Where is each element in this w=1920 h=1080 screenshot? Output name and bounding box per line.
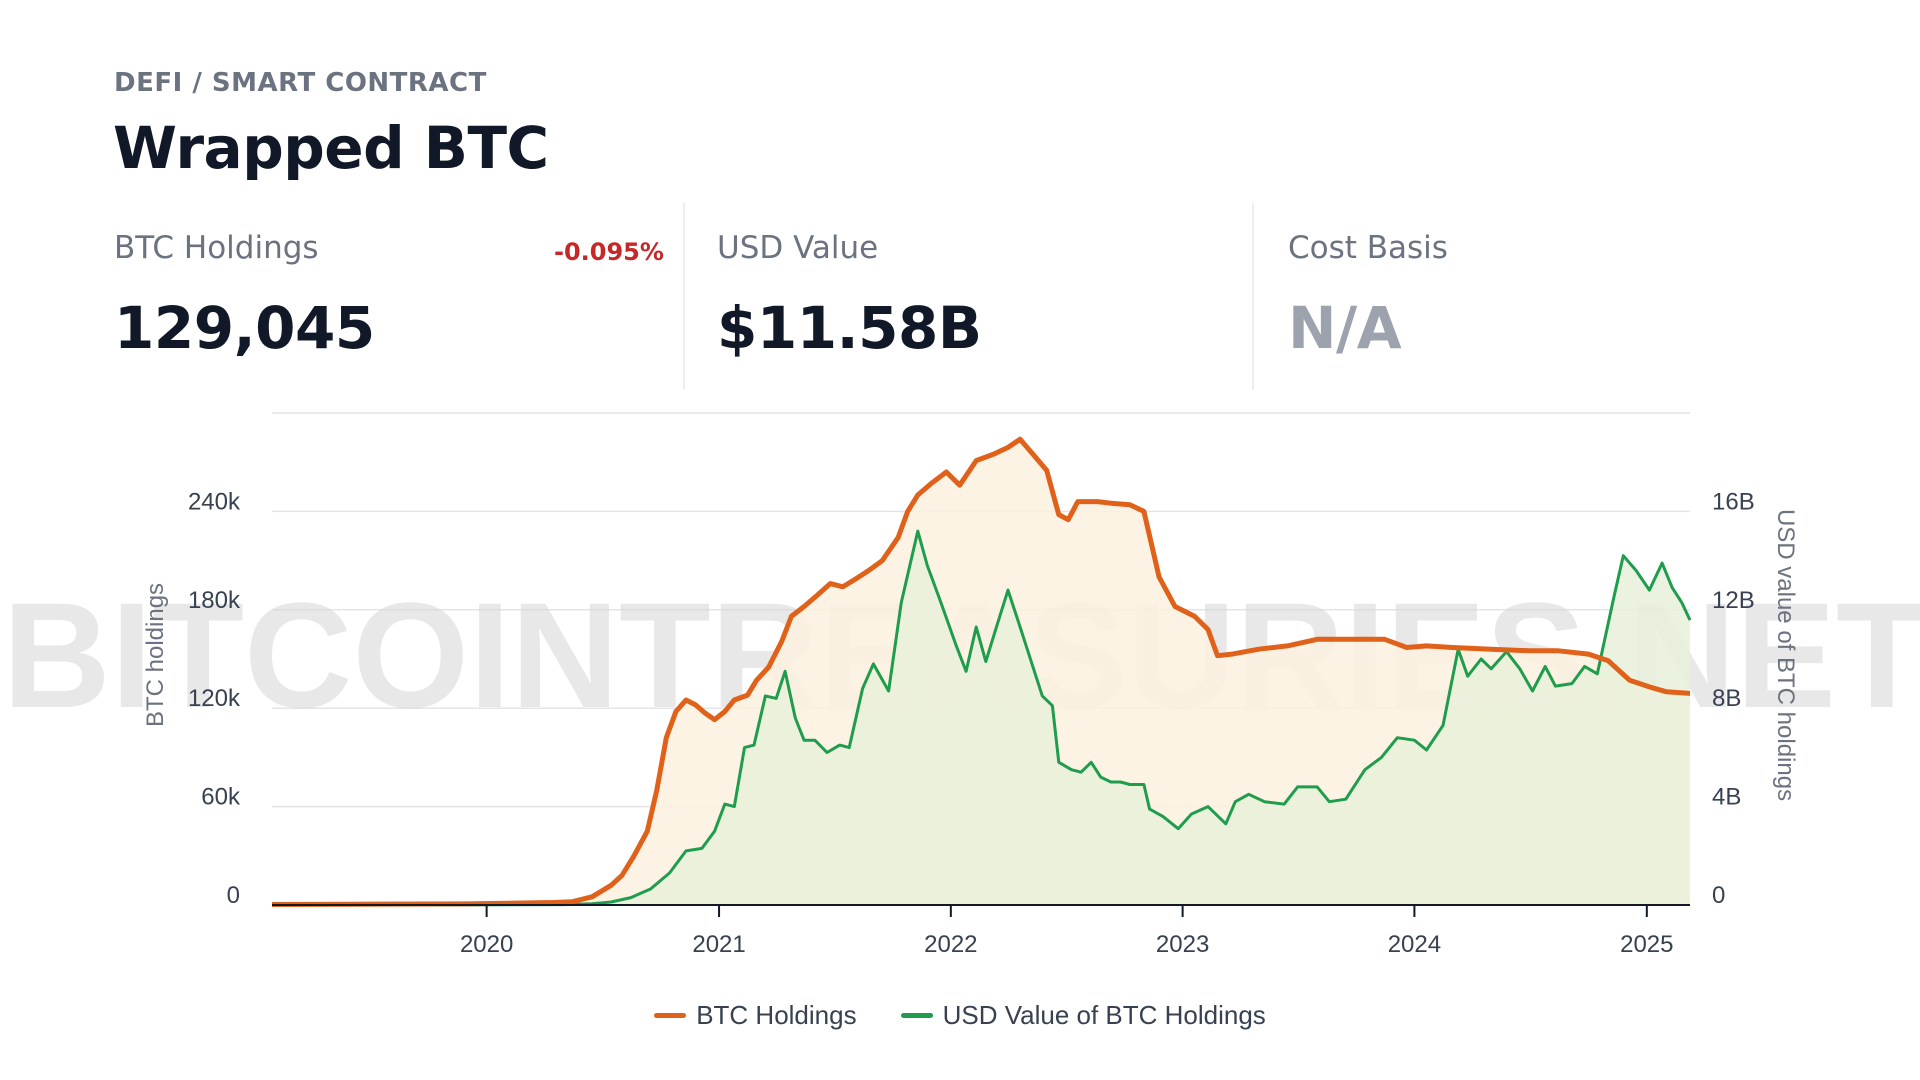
chart-legend: BTC Holdings USD Value of BTC Holdings [0, 1000, 1920, 1031]
y-left-tick-label: 0 [227, 882, 240, 909]
axes: 0 60k 120k 180k 240k 0 4B 8B 12B 16B 2020 2021 2022 2… [188, 488, 1755, 958]
stat-label: Cost Basis [1288, 230, 1448, 266]
x-tick-label: 2022 [924, 931, 977, 958]
y-right-tick-label: 12B [1712, 587, 1755, 614]
change-badge: -0.095% [554, 238, 664, 266]
legend-item-usd-value[interactable]: USD Value of BTC Holdings [900, 1000, 1266, 1031]
area-fills [272, 439, 1690, 905]
y-right-tick-label: 16B [1712, 488, 1755, 515]
y-right-tick-label: 4B [1712, 784, 1741, 811]
legend-item-btc-holdings[interactable]: BTC Holdings [654, 1000, 857, 1031]
stat-label: BTC Holdings [114, 230, 319, 266]
series-lines [271, 436, 1692, 907]
stat-value: N/A [1288, 294, 1402, 362]
stat-divider [1252, 203, 1254, 390]
series-line-btc-holdings [271, 436, 1691, 907]
x-tick-label: 2023 [1156, 931, 1209, 958]
stat-cost-basis: Cost Basis N/A [1288, 200, 1808, 390]
legend-label: BTC Holdings [696, 1000, 857, 1030]
x-tick-label: 2024 [1388, 931, 1441, 958]
y-right-tick-label: 8B [1712, 685, 1741, 712]
y-right-tick-label: 0 [1712, 882, 1725, 909]
y-left-tick-label: 240k [188, 488, 241, 515]
x-tick-label: 2020 [460, 931, 513, 958]
x-tick-label: 2021 [692, 931, 745, 958]
y-left-tick-label: 60k [201, 784, 241, 811]
legend-swatch-usd [900, 1013, 933, 1018]
stat-value: $11.58B [717, 294, 982, 362]
stat-value: 129,045 [114, 294, 375, 362]
y-axis-left-title: BTC holdings [142, 583, 169, 727]
stat-label: USD Value [717, 230, 879, 266]
y-left-tick-label: 180k [188, 587, 241, 614]
legend-label: USD Value of BTC Holdings [942, 1000, 1266, 1030]
area-usd-value [272, 531, 1690, 905]
y-axis-right-title: USD value of BTC holdings [1772, 509, 1799, 801]
legend-swatch-btc [654, 1013, 687, 1018]
stat-divider [683, 203, 685, 390]
stat-usd-value: USD Value $11.58B [717, 200, 1237, 390]
y-left-tick-label: 120k [188, 685, 241, 712]
series-line-usd-value [272, 529, 1692, 907]
x-tick-label: 2025 [1620, 931, 1673, 958]
category-label: DEFI / SMART CONTRACT [114, 68, 487, 98]
stat-btc-holdings: BTC Holdings -0.095% 129,045 [114, 200, 664, 390]
page-title: Wrapped BTC [113, 114, 549, 182]
